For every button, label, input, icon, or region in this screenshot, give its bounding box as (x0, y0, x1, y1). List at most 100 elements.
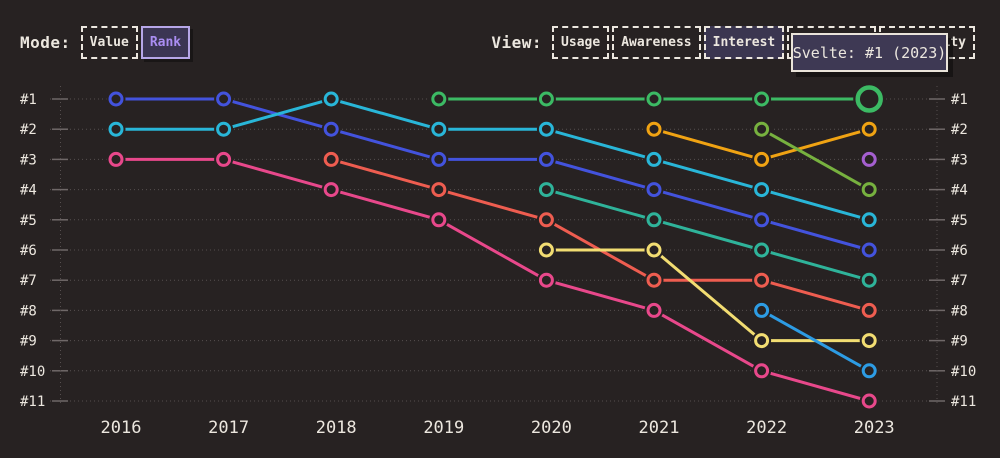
year-label: 2016 (101, 418, 142, 438)
year-label: 2023 (854, 418, 895, 438)
data-point[interactable] (754, 121, 770, 137)
view-option-usage[interactable]: Usage (552, 26, 610, 59)
mode-label: Mode: (20, 33, 71, 52)
view-label: View: (491, 33, 543, 52)
data-point[interactable] (861, 393, 877, 409)
data-point[interactable] (431, 91, 447, 107)
data-point[interactable] (861, 302, 877, 318)
mode-option-rank[interactable]: Rank (140, 26, 191, 59)
view-option-awareness[interactable]: Awareness (612, 26, 701, 59)
series-line (545, 188, 870, 282)
rank-label-left: #1 (20, 92, 37, 108)
series-line (116, 97, 870, 252)
rank-label-left: #3 (20, 152, 37, 168)
data-point[interactable] (216, 91, 232, 107)
data-point[interactable] (323, 182, 339, 198)
data-point[interactable] (646, 272, 662, 288)
data-point[interactable] (861, 182, 877, 198)
data-point-markers[interactable] (106, 83, 886, 411)
data-point[interactable] (754, 182, 770, 198)
year-label: 2017 (208, 418, 249, 438)
data-point[interactable] (861, 121, 877, 137)
data-point[interactable] (861, 272, 877, 288)
rank-label-left: #6 (20, 243, 37, 259)
tooltip: Svelte: #1 (2023) (791, 33, 948, 72)
data-point[interactable] (646, 121, 662, 137)
data-point[interactable] (754, 212, 770, 228)
series-line (760, 127, 870, 191)
rank-label-right: #3 (951, 152, 968, 168)
data-point[interactable] (646, 151, 662, 167)
data-point[interactable] (431, 121, 447, 137)
rank-label-left: #11 (20, 394, 45, 410)
data-point[interactable] (646, 242, 662, 258)
data-point[interactable] (538, 151, 554, 167)
data-point[interactable] (754, 151, 770, 167)
data-point[interactable] (538, 182, 554, 198)
rank-label-right: #9 (951, 334, 968, 350)
data-point[interactable] (646, 91, 662, 107)
rank-label-left: #7 (20, 273, 37, 289)
data-point[interactable] (646, 302, 662, 318)
rank-label-left: #2 (20, 122, 37, 138)
data-point[interactable] (431, 151, 447, 167)
rank-label-right: #4 (951, 183, 968, 199)
rank-label-right: #8 (951, 303, 968, 319)
data-point[interactable] (431, 182, 447, 198)
data-point[interactable] (538, 272, 554, 288)
rank-label-left: #4 (20, 183, 37, 199)
data-point[interactable] (108, 151, 124, 167)
rank-label-right: #10 (951, 364, 976, 380)
rank-label-right: #6 (951, 243, 968, 259)
data-point[interactable] (754, 242, 770, 258)
data-point[interactable] (538, 212, 554, 228)
data-point[interactable] (538, 242, 554, 258)
data-point[interactable] (861, 212, 877, 228)
highlighted-data-point[interactable] (855, 85, 883, 113)
data-point[interactable] (108, 91, 124, 107)
series-line (116, 157, 870, 403)
rank-label-left: #9 (20, 334, 37, 350)
data-point[interactable] (861, 363, 877, 379)
rank-label-right: #5 (951, 213, 968, 229)
data-point[interactable] (323, 151, 339, 167)
mode-toggle-group: Mode: Value Rank (20, 26, 191, 59)
data-point[interactable] (431, 212, 447, 228)
data-point[interactable] (861, 333, 877, 349)
rank-label-left: #8 (20, 303, 37, 319)
data-point[interactable] (216, 121, 232, 137)
view-option-interest[interactable]: Interest (703, 26, 785, 59)
data-point[interactable] (538, 91, 554, 107)
data-point[interactable] (754, 272, 770, 288)
series-lines (116, 97, 870, 403)
rank-label-right: #11 (951, 394, 976, 410)
data-point[interactable] (323, 91, 339, 107)
data-point[interactable] (216, 151, 232, 167)
year-label: 2021 (639, 418, 680, 438)
mode-option-value[interactable]: Value (80, 26, 138, 59)
data-point[interactable] (754, 363, 770, 379)
year-label: 2019 (423, 418, 464, 438)
data-point[interactable] (646, 182, 662, 198)
rank-label-right: #2 (951, 122, 968, 138)
data-point[interactable] (754, 333, 770, 349)
series-line (760, 309, 870, 373)
axis-labels: #1 #1 #2 #2 #3 #3 #4 #4 #5 #5 #6 #6 #7 #7 #8 #8 #9 #9 #10 #… (20, 92, 976, 438)
year-label: 2018 (316, 418, 357, 438)
rank-label-right: #7 (951, 273, 968, 289)
year-label: 2022 (746, 418, 787, 438)
axes (52, 86, 945, 405)
data-point[interactable] (538, 121, 554, 137)
data-point[interactable] (861, 242, 877, 258)
data-point[interactable] (323, 121, 339, 137)
year-label: 2020 (531, 418, 572, 438)
tooltip-text: Svelte: #1 (2023) (792, 43, 947, 62)
data-point[interactable] (646, 212, 662, 228)
data-point[interactable] (108, 121, 124, 137)
data-point[interactable] (861, 151, 877, 167)
series-line (330, 157, 870, 312)
data-point[interactable] (754, 302, 770, 318)
data-point[interactable] (754, 91, 770, 107)
